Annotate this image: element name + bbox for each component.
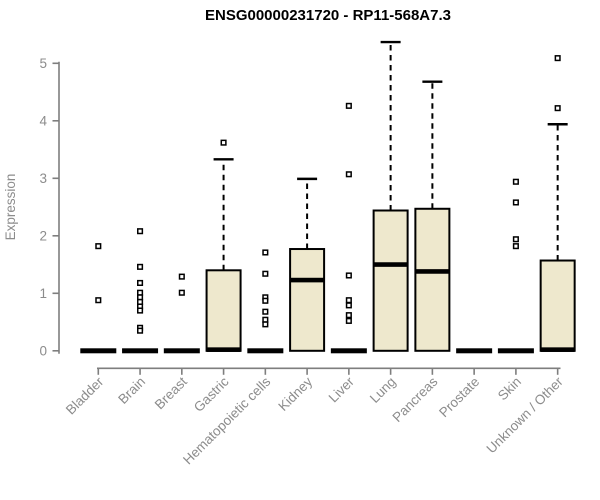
outlier-point <box>345 272 352 279</box>
outlier-point <box>345 317 352 324</box>
outlier-point <box>262 321 269 328</box>
x-tick-label: Lung <box>367 374 399 406</box>
outlier-point <box>137 228 144 235</box>
x-tick-label: Unknown / Other <box>484 374 567 457</box>
y-tick-label: 4 <box>39 114 47 129</box>
outlier-point <box>345 302 352 309</box>
box-rect <box>205 269 242 352</box>
median-line <box>497 348 534 354</box>
median-line <box>163 348 200 354</box>
outlier-point <box>220 139 227 146</box>
box-group-liver <box>330 102 367 354</box>
x-tick-label: Bladder <box>63 374 107 418</box>
outlier-point <box>137 327 144 334</box>
outlier-point <box>262 249 269 256</box>
outlier-point <box>178 273 185 280</box>
outlier-point <box>262 270 269 277</box>
median-line <box>206 347 241 352</box>
outlier-point <box>262 308 269 315</box>
outlier-point <box>95 243 102 250</box>
x-tick-label: Liver <box>326 374 358 406</box>
outlier-point <box>137 279 144 286</box>
box-rect <box>539 259 576 352</box>
outlier-point <box>137 307 144 314</box>
x-tick-label: Kidney <box>275 374 315 414</box>
median-line <box>415 269 450 274</box>
median-line <box>247 348 284 354</box>
box-group-skin <box>497 178 534 354</box>
chart-title: ENSG00000231720 - RP11-568A7.3 <box>205 7 451 24</box>
box-group-hematopoietic-cells <box>247 249 284 354</box>
x-tick-label: Breast <box>152 374 190 412</box>
box-rect <box>289 248 326 352</box>
median-line <box>373 262 408 267</box>
outlier-point <box>554 105 561 112</box>
outlier-point <box>345 171 352 178</box>
median-line <box>80 348 117 354</box>
y-tick-label: 0 <box>39 344 47 359</box>
box-rect <box>414 207 451 352</box>
x-tick-label: Skin <box>495 374 524 403</box>
box-group-kidney <box>289 177 326 352</box>
box-rect <box>372 209 409 352</box>
y-tick-label: 3 <box>39 171 47 186</box>
x-tick-label: Prostate <box>436 374 482 420</box>
y-tick-label: 2 <box>39 229 47 244</box>
median-line <box>330 348 367 354</box>
box-group-gastric <box>205 139 242 352</box>
boxes-layer <box>80 40 576 354</box>
box-group-unknown-other <box>539 55 576 352</box>
outlier-point <box>95 297 102 304</box>
box-group-pancreas <box>414 80 451 352</box>
median-line <box>540 347 575 352</box>
x-tick-label: Brain <box>115 374 148 407</box>
outlier-point <box>512 236 519 243</box>
x-tick-label: Pancreas <box>390 374 441 425</box>
median-line <box>122 348 159 354</box>
box-group-bladder <box>80 243 117 354</box>
outlier-point <box>345 312 352 319</box>
box-group-breast <box>163 273 200 354</box>
outlier-point <box>137 263 144 270</box>
outlier-point <box>178 289 185 296</box>
box-group-brain <box>122 228 159 354</box>
y-tick-label: 5 <box>39 56 47 71</box>
outlier-point <box>554 55 561 62</box>
x-tick-label: Gastric <box>191 374 232 415</box>
outlier-point <box>512 178 519 185</box>
outlier-point <box>262 297 269 304</box>
y-tick-label: 1 <box>39 286 47 301</box>
outlier-point <box>345 297 352 304</box>
box-group-lung <box>372 40 409 352</box>
outlier-point <box>345 102 352 109</box>
y-axis-title: Expression <box>3 174 18 241</box>
outlier-point <box>512 199 519 206</box>
box-group-prostate <box>456 348 493 354</box>
outlier-point <box>512 243 519 250</box>
median-line <box>456 348 493 354</box>
median-line <box>290 277 325 283</box>
